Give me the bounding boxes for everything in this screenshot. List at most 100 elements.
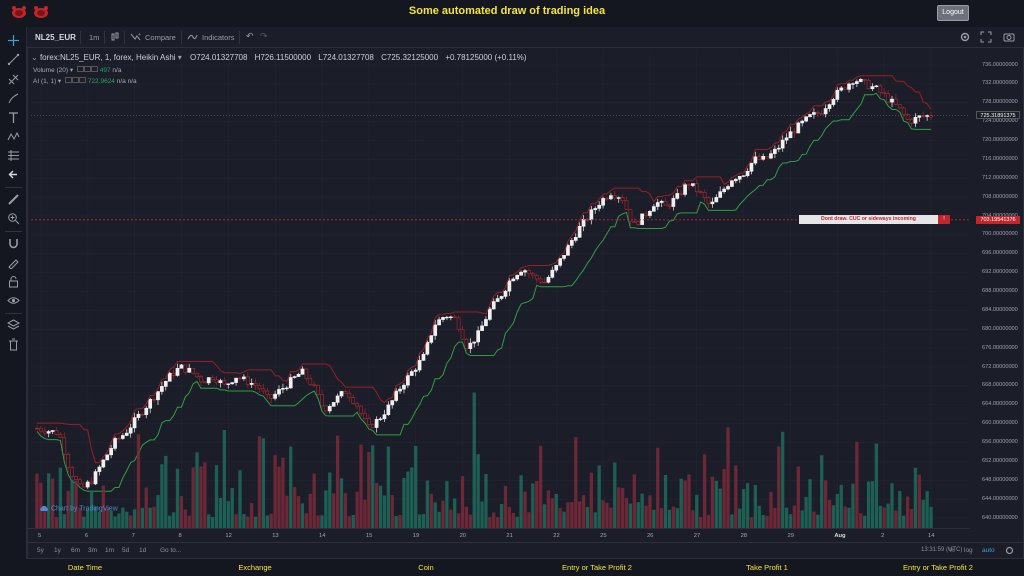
candle [288, 377, 293, 389]
goto-button[interactable]: Go to... [160, 547, 182, 554]
price-tick-label: 700.00000000 [982, 231, 1018, 238]
candle [855, 81, 859, 84]
candle [199, 376, 203, 383]
range-button-5y[interactable]: 5y [37, 547, 44, 554]
series-title: forex:NL25_EUR, 1, forex, Heikin Ashi [39, 53, 176, 62]
indicators-icon[interactable] [187, 33, 198, 41]
crosshair-icon[interactable] [7, 34, 20, 47]
candle [698, 191, 703, 193]
series-menu-icon[interactable]: ▾ [177, 53, 182, 62]
crab-logo-icon [12, 6, 26, 18]
candle [89, 481, 94, 485]
range-button-1m[interactable]: 1m [105, 547, 115, 554]
candle [284, 387, 289, 390]
ai-na-2: n/a [127, 78, 137, 85]
volume-bar [538, 445, 543, 528]
candle [390, 400, 395, 406]
candle [800, 120, 805, 124]
layers-icon[interactable] [7, 319, 20, 332]
eye-icon[interactable] [7, 294, 20, 307]
range-button-5d[interactable]: 5d [122, 547, 130, 554]
volume-bar [620, 487, 625, 528]
high-value: H726.11500000 [254, 53, 312, 62]
magnet-icon[interactable] [7, 237, 20, 250]
trend-line-icon[interactable] [7, 53, 20, 66]
time-tick-label: 26 [646, 533, 654, 539]
candle [140, 413, 145, 416]
fullscreen-icon[interactable] [980, 31, 992, 43]
candle [316, 385, 320, 395]
candle [566, 245, 570, 256]
volume-bar [421, 513, 426, 528]
volume-bar [925, 491, 929, 528]
auto-toggle[interactable]: auto [982, 547, 995, 554]
back-arrow-icon[interactable] [7, 168, 20, 181]
candle [851, 83, 855, 85]
settings-icon[interactable] [959, 31, 971, 43]
candle [238, 377, 242, 380]
price-chart[interactable] [31, 50, 970, 528]
volume-bar [129, 515, 133, 528]
axis-settings-icon[interactable] [1005, 546, 1014, 555]
volume-bar [144, 487, 148, 528]
candle [460, 328, 465, 340]
range-button-1y[interactable]: 1y [54, 547, 61, 554]
ai-label[interactable]: AI (1, 1) [33, 78, 57, 85]
prediction-icon[interactable] [7, 149, 20, 162]
volume-bar [335, 435, 340, 528]
compare-button[interactable]: Compare [145, 33, 176, 42]
candle [281, 388, 285, 390]
volume-bar [148, 507, 152, 528]
candle [363, 412, 367, 419]
undo-icon[interactable]: ↶ [246, 31, 254, 41]
volume-bar [843, 506, 847, 528]
footer-column-label: Entry or Take Profit 2 [903, 563, 973, 572]
candle [909, 119, 914, 124]
percent-toggle[interactable]: % [949, 547, 955, 554]
logout-button[interactable]: Logout [937, 5, 969, 21]
redo-icon[interactable]: ↷ [260, 31, 268, 41]
volume-bar [714, 480, 718, 528]
volume-bar [195, 452, 199, 528]
candle [109, 448, 113, 456]
candle [128, 427, 133, 434]
range-button-3m[interactable]: 3m [88, 547, 98, 554]
candle [757, 156, 762, 160]
ruler-icon[interactable] [7, 193, 20, 206]
volume-bar [374, 483, 379, 528]
volume-bar [570, 502, 574, 528]
low-value: L724.01327708 [318, 53, 374, 62]
candle [511, 278, 516, 282]
volume-label[interactable]: Volume (20) [33, 67, 69, 74]
range-button-1d[interactable]: 1d [139, 547, 147, 554]
time-axis[interactable]: 5 6 7 8 12 13 14 15 19 20 21 22 25 26 27 28 29 Aug 2 14 [27, 528, 970, 542]
volume-bar [820, 455, 824, 528]
pitchfork-icon[interactable] [7, 73, 20, 86]
indicators-button[interactable]: Indicators [202, 33, 235, 42]
trash-icon[interactable] [7, 338, 20, 351]
candle [917, 115, 922, 118]
volume-bar [796, 466, 800, 528]
candle [46, 431, 51, 434]
text-icon[interactable] [7, 111, 20, 124]
log-toggle[interactable]: log [964, 547, 973, 554]
drawing-mode-icon[interactable] [7, 256, 20, 269]
tradingview-watermark[interactable]: Chart by TradingView [39, 505, 118, 512]
candle [527, 270, 531, 274]
camera-icon[interactable] [1003, 31, 1015, 43]
volume-bar [905, 496, 910, 528]
zoom-in-icon[interactable] [7, 212, 20, 225]
series-collapse-icon[interactable]: ⌄ [31, 53, 38, 62]
volume-bar [773, 507, 777, 528]
candle [308, 378, 313, 385]
symbol-search[interactable]: NL25_EUR [35, 33, 76, 42]
candle [569, 240, 574, 246]
interval-selector[interactable]: 1m [89, 33, 100, 42]
lock-icon[interactable] [7, 275, 20, 288]
candle-style-icon[interactable] [110, 32, 120, 42]
compare-icon[interactable]: + [130, 32, 141, 42]
brush-icon[interactable] [7, 92, 20, 105]
candle [655, 202, 660, 207]
pattern-icon[interactable] [7, 130, 20, 143]
range-button-6m[interactable]: 6m [71, 547, 81, 554]
